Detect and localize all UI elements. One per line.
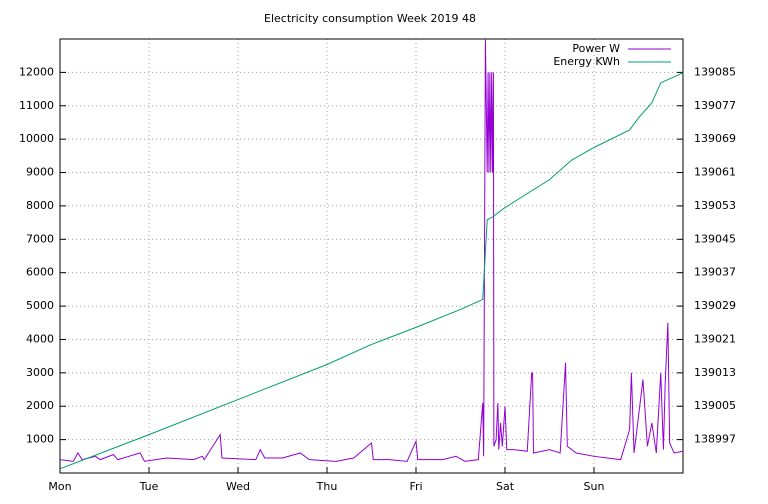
y2-tick-label: 139029 — [694, 299, 736, 312]
y-tick-label: 4000 — [26, 332, 54, 345]
series-line — [60, 39, 683, 462]
legend-label: Energy KWh — [553, 55, 620, 68]
y2-tick-label: 139013 — [694, 366, 736, 379]
x-tick-label: Mon — [48, 480, 71, 493]
y2-tick-label: 139077 — [694, 99, 736, 112]
y2-tick-label: 139045 — [694, 232, 736, 245]
y2-tick-label: 139069 — [694, 132, 736, 145]
x-tick-label: Sat — [496, 480, 515, 493]
y-tick-label: 10000 — [19, 132, 54, 145]
plot-area — [60, 39, 683, 470]
x-tick-label: Thu — [316, 480, 338, 493]
x-tick-label: Fri — [409, 480, 422, 493]
y-tick-label: 12000 — [19, 65, 54, 78]
y-tick-label: 9000 — [26, 166, 54, 179]
x-tick-label: Tue — [139, 480, 159, 493]
y2-tick-label: 138997 — [694, 433, 736, 446]
x-tick-label: Wed — [226, 480, 250, 493]
y2-tick-label: 139061 — [694, 166, 736, 179]
y-tick-label: 11000 — [19, 99, 54, 112]
y-tick-label: 7000 — [26, 232, 54, 245]
y-tick-label: 3000 — [26, 366, 54, 379]
y-tick-label: 5000 — [26, 299, 54, 312]
y-tick-label: 8000 — [26, 199, 54, 212]
plot-frame — [59, 38, 684, 474]
x-tick-label: Sun — [584, 480, 605, 493]
y2-tick-label: 139085 — [694, 65, 736, 78]
y-tick-label: 6000 — [26, 266, 54, 279]
y2-tick-label: 139037 — [694, 266, 736, 279]
chart-title: Electricity consumption Week 2019 48 — [264, 12, 476, 25]
y2-tick-label: 139053 — [694, 199, 736, 212]
y2-tick-label: 139005 — [694, 399, 736, 412]
series-line — [60, 72, 683, 470]
legend-label: Power W — [572, 42, 620, 55]
y-tick-label: 2000 — [26, 399, 54, 412]
y2-tick-label: 139021 — [694, 332, 736, 345]
y-tick-label: 1000 — [26, 433, 54, 446]
